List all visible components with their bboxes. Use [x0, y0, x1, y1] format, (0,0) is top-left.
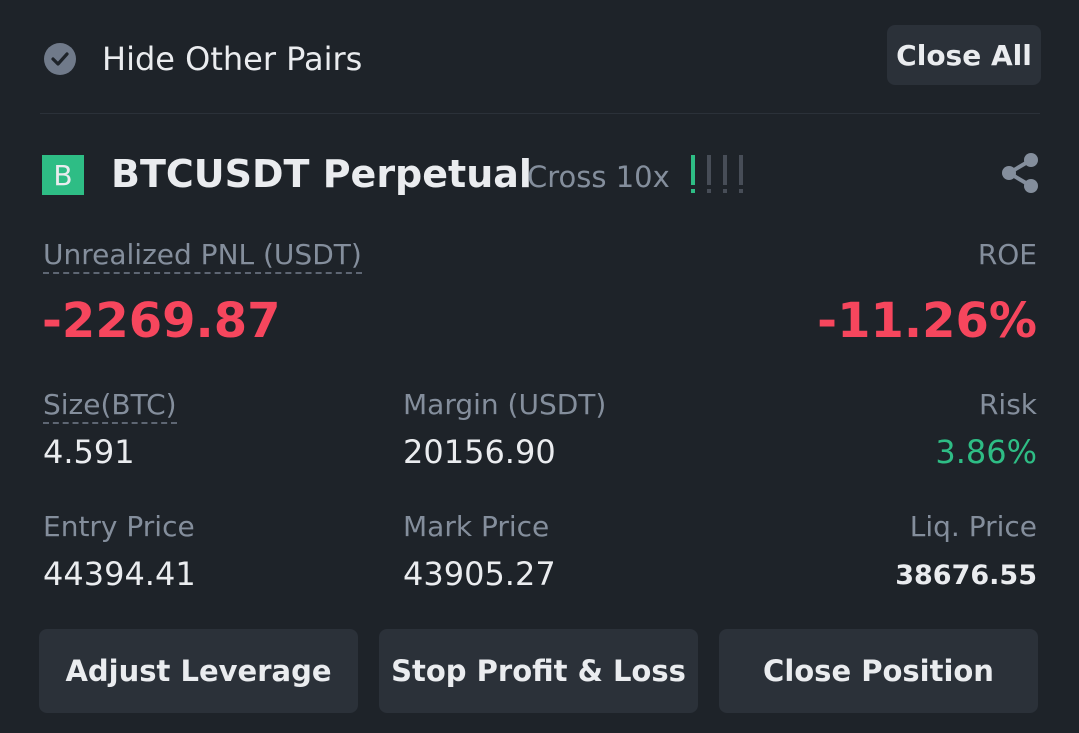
risk-level-indicator [689, 155, 745, 195]
size-value: 4.591 [43, 433, 135, 471]
size-label[interactable]: Size(BTC) [43, 388, 177, 424]
roe-label: ROE [977, 238, 1037, 271]
margin-value: 20156.90 [403, 433, 556, 471]
risk-value: 3.86% [935, 433, 1037, 471]
hide-other-pairs-label: Hide Other Pairs [102, 40, 363, 78]
unrealized-pnl-value: -2269.87 [42, 293, 281, 349]
checkmark-circle-icon [44, 43, 76, 75]
entry-price-value: 44394.41 [43, 555, 196, 593]
hide-other-pairs-toggle[interactable]: Hide Other Pairs [44, 40, 362, 78]
entry-price-label: Entry Price [43, 510, 195, 543]
unrealized-pnl-label[interactable]: Unrealized PNL (USDT) [43, 238, 362, 274]
liq-price-label: Liq. Price [909, 510, 1037, 543]
symbol-title[interactable]: BTCUSDT Perpetual [111, 152, 532, 196]
stop-profit-loss-button[interactable]: Stop Profit & Loss [379, 629, 698, 713]
margin-mode-leverage[interactable]: Cross 10x [527, 160, 670, 194]
close-position-button[interactable]: Close Position [719, 629, 1038, 713]
risk-label: Risk [978, 388, 1037, 421]
share-icon[interactable] [1000, 152, 1040, 198]
adjust-leverage-button[interactable]: Adjust Leverage [39, 629, 358, 713]
symbol-badge: B [42, 155, 84, 195]
close-all-button[interactable]: Close All [887, 25, 1041, 85]
divider [40, 113, 1040, 114]
roe-value: -11.26% [817, 293, 1037, 349]
mark-price-value: 43905.27 [403, 555, 556, 593]
margin-label: Margin (USDT) [403, 388, 607, 421]
mark-price-label: Mark Price [403, 510, 550, 543]
liq-price-value: 38676.55 [895, 560, 1037, 591]
